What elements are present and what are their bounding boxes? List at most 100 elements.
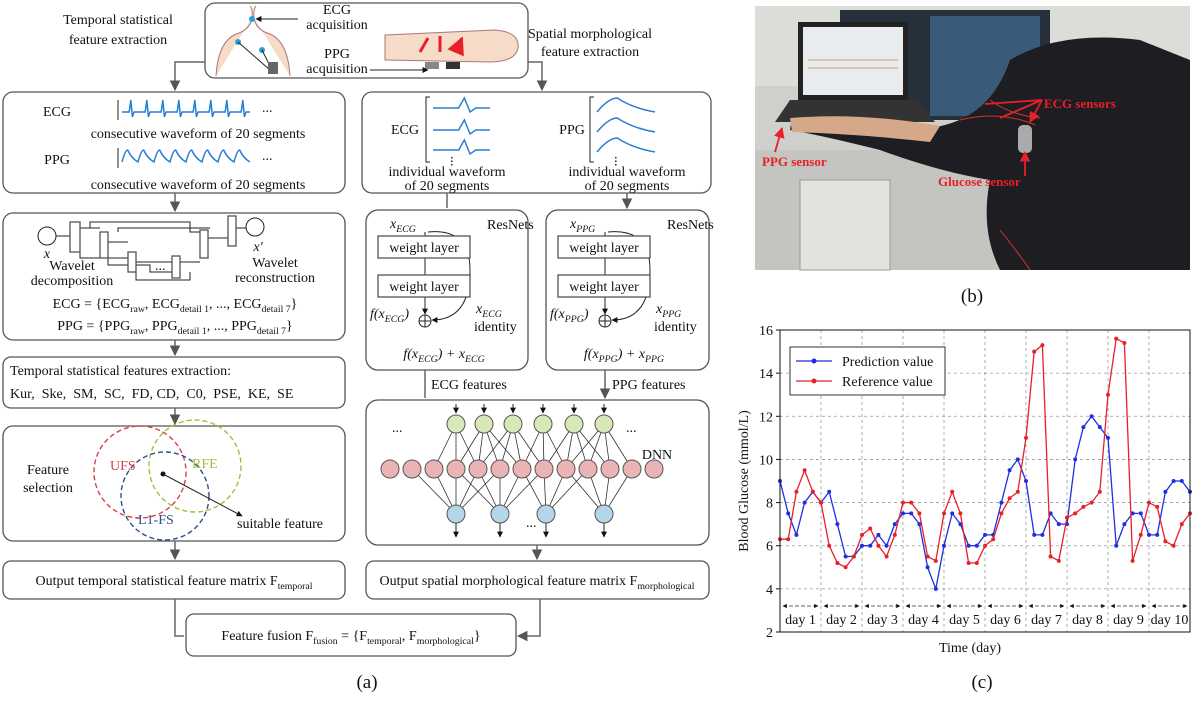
subscript: PPG: [661, 309, 681, 320]
data-point: [1106, 435, 1110, 440]
data-point: [1032, 532, 1037, 537]
data-point: [802, 468, 807, 473]
subscript: temporal: [278, 581, 313, 592]
text-run: ) + x: [437, 347, 466, 362]
label: Wavelet: [49, 259, 95, 274]
data-point: [1056, 522, 1061, 527]
data-point: [843, 565, 848, 570]
symbol: xECG: [389, 217, 416, 235]
edge: [455, 468, 501, 515]
data-point: [1015, 457, 1020, 462]
annotation: Glucose sensor: [938, 174, 1021, 189]
neuron: [594, 504, 614, 524]
label: PPG: [44, 153, 70, 168]
ppg-segment: [596, 137, 656, 153]
data-point: [974, 543, 979, 548]
symbol: x': [252, 240, 263, 255]
neuron: [622, 459, 642, 479]
y-tick-label: 8: [766, 497, 773, 512]
subscript: detail 7: [257, 326, 286, 337]
data-point: [991, 537, 996, 542]
data-point: [1073, 511, 1078, 516]
data-point: [892, 532, 897, 537]
data-point: [827, 543, 832, 548]
individual-box: [361, 91, 712, 194]
subscript: ECG: [464, 354, 485, 365]
output-box: [365, 560, 710, 600]
label: weight layer: [569, 241, 639, 256]
edge: [477, 423, 514, 470]
neuron: [490, 504, 510, 524]
skip-connection: [427, 231, 471, 323]
neuron: [533, 414, 553, 434]
subscript: PPG: [575, 224, 595, 235]
data-point: [1024, 479, 1028, 483]
text-run: , F: [402, 629, 417, 644]
person: [790, 37, 1190, 270]
subscript: ECG: [417, 354, 438, 365]
subscript: raw: [130, 304, 146, 315]
label: ECG: [43, 105, 71, 120]
data-point: [1147, 532, 1151, 537]
data-point: [876, 532, 881, 537]
data-point: [876, 543, 881, 548]
dnn-graph: [380, 404, 664, 538]
label: Feature: [27, 463, 69, 478]
neuron: [446, 459, 466, 479]
data-point: [1114, 543, 1119, 548]
text-run: , ..., PPG: [207, 319, 257, 334]
data-point: [1024, 435, 1028, 440]
caption: of 20 segments: [405, 179, 490, 194]
data-point: [1130, 558, 1135, 563]
caption: consecutive waveform of 20 segments: [91, 178, 306, 193]
edge: [499, 468, 545, 515]
data-point: [810, 489, 815, 494]
label: PPG: [559, 123, 585, 138]
data-point: [999, 511, 1004, 516]
data-point: [974, 560, 979, 565]
text-run: ) + x: [617, 347, 646, 362]
label: PPG features: [612, 378, 686, 393]
data-point: [1097, 489, 1102, 494]
legend-box: [789, 346, 946, 396]
annotation-arrow: [984, 99, 1043, 122]
features-box: [2, 356, 346, 409]
branch-title: feature extraction: [541, 45, 639, 60]
symbol: f(xECG) + xECG: [403, 347, 484, 365]
neuron: [490, 459, 510, 479]
ellipsis: ...: [155, 259, 166, 274]
label: acquisition: [306, 18, 367, 33]
data-point: [827, 489, 832, 494]
legend-label: Prediction value: [842, 355, 933, 370]
neuron: [556, 459, 576, 479]
y-tick-label: 14: [759, 367, 773, 382]
text-run: }: [291, 297, 298, 312]
data-point: [909, 511, 914, 516]
data-point: [1138, 511, 1143, 516]
neuron: [536, 504, 556, 524]
y-tick-label: 10: [759, 453, 773, 468]
label: decomposition: [31, 274, 113, 289]
neuron: [503, 414, 523, 434]
day-label: day 2: [826, 613, 857, 628]
subscript: fusion: [313, 636, 338, 647]
filter: [171, 255, 181, 279]
data-point: [868, 526, 873, 531]
label: identity: [654, 320, 697, 335]
neuron: [512, 459, 532, 479]
label: selection: [23, 481, 73, 496]
label: suitable feature: [237, 517, 323, 532]
layer: [377, 274, 471, 298]
flow-arrow: [528, 61, 548, 92]
data-point: [802, 500, 807, 505]
data-point: [1106, 392, 1110, 397]
neuron: [534, 459, 554, 479]
data-point: [1147, 500, 1151, 505]
sum: [419, 315, 431, 327]
laptop-base: [775, 100, 935, 122]
wavelet-links: [56, 221, 246, 281]
y-axis-label: Blood Glucose (mmol/L): [737, 410, 752, 552]
neuron: [424, 459, 444, 479]
data-point: [1040, 532, 1045, 537]
data-point: [835, 560, 840, 565]
